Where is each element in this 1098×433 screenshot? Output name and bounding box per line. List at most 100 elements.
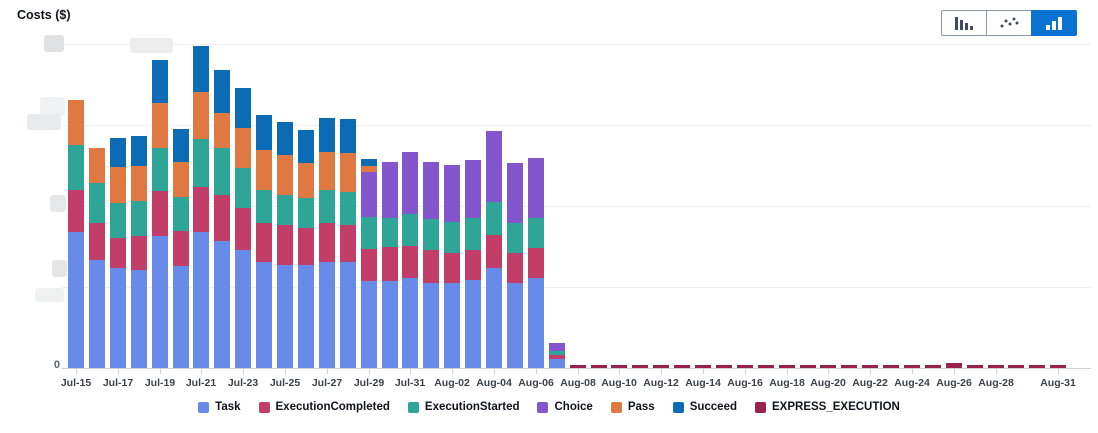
bar-segment-express_execution-aug-16[interactable] <box>737 365 753 368</box>
bar-segment-succeed-jul-19[interactable] <box>152 60 168 103</box>
bar-segment-succeed-jul-17[interactable] <box>110 138 126 167</box>
bar-segment-pass-jul-17[interactable] <box>110 167 126 203</box>
bar-segment-pass-jul-20[interactable] <box>173 162 189 197</box>
bar-segment-express_execution-aug-10[interactable] <box>611 365 627 368</box>
bar-segment-express_execution-aug-29[interactable] <box>1008 365 1024 368</box>
bar-segment-executioncompleted-jul-29[interactable] <box>361 249 377 281</box>
bar-segment-task-aug-03[interactable] <box>465 280 481 368</box>
bar-segment-executionstarted-jul-20[interactable] <box>173 197 189 231</box>
bar-segment-executionstarted-aug-03[interactable] <box>465 218 481 250</box>
bar-segment-choice-aug-07[interactable] <box>549 343 565 351</box>
bar-segment-task-aug-05[interactable] <box>507 283 523 368</box>
bar-segment-express_execution-aug-28[interactable] <box>988 365 1004 368</box>
bar-segment-task-jul-22[interactable] <box>214 241 230 368</box>
scatter-chart-view-button[interactable] <box>986 10 1032 36</box>
legend-item-express_execution[interactable]: EXPRESS_EXECUTION <box>755 401 900 413</box>
bar-segment-pass-jul-28[interactable] <box>340 153 356 192</box>
bar-segment-pass-jul-23[interactable] <box>235 128 251 168</box>
bar-segment-task-jul-30[interactable] <box>382 281 398 368</box>
bar-segment-task-jul-25[interactable] <box>277 265 293 368</box>
bar-segment-express_execution-aug-15[interactable] <box>716 365 732 368</box>
bar-segment-executionstarted-jul-16[interactable] <box>89 183 105 223</box>
bar-segment-executioncompleted-jul-17[interactable] <box>110 238 126 268</box>
bar-segment-succeed-jul-29[interactable] <box>361 159 377 166</box>
bar-segment-express_execution-aug-25[interactable] <box>925 365 941 368</box>
bar-segment-executioncompleted-aug-02[interactable] <box>444 253 460 283</box>
bar-segment-express_execution-aug-12[interactable] <box>653 365 669 368</box>
bar-segment-executioncompleted-aug-04[interactable] <box>486 235 502 268</box>
bar-segment-executionstarted-jul-17[interactable] <box>110 203 126 238</box>
bar-segment-executioncompleted-jul-28[interactable] <box>340 225 356 262</box>
bar-segment-choice-aug-05[interactable] <box>507 163 523 223</box>
bar-segment-task-jul-23[interactable] <box>235 250 251 368</box>
bar-segment-executionstarted-aug-07[interactable] <box>549 351 565 355</box>
bar-segment-task-jul-24[interactable] <box>256 262 272 368</box>
legend-item-pass[interactable]: Pass <box>610 401 655 413</box>
legend-item-choice[interactable]: Choice <box>537 401 593 413</box>
bar-segment-express_execution-aug-18[interactable] <box>779 365 795 368</box>
bar-segment-express_execution-aug-08[interactable] <box>570 365 586 368</box>
bar-segment-choice-aug-02[interactable] <box>444 165 460 222</box>
bar-segment-task-jul-19[interactable] <box>152 236 168 368</box>
bar-segment-executioncompleted-jul-30[interactable] <box>382 247 398 281</box>
legend-item-task[interactable]: Task <box>198 401 241 413</box>
legend-item-succeed[interactable]: Succeed <box>672 401 737 413</box>
bar-segment-choice-jul-30[interactable] <box>382 162 398 218</box>
bar-segment-executioncompleted-aug-05[interactable] <box>507 253 523 283</box>
bar-segment-express_execution-aug-19[interactable] <box>800 365 816 368</box>
bar-segment-executioncompleted-jul-15[interactable] <box>68 190 84 232</box>
bar-segment-executionstarted-aug-01[interactable] <box>423 219 439 250</box>
bar-segment-executionstarted-jul-19[interactable] <box>152 148 168 191</box>
bar-segment-succeed-jul-20[interactable] <box>173 129 189 162</box>
bar-segment-executionstarted-jul-22[interactable] <box>214 148 230 195</box>
bar-segment-succeed-jul-28[interactable] <box>340 119 356 153</box>
bar-segment-pass-jul-25[interactable] <box>277 155 293 195</box>
bar-segment-pass-jul-24[interactable] <box>256 150 272 190</box>
bar-segment-succeed-jul-18[interactable] <box>131 136 147 166</box>
bar-segment-choice-aug-01[interactable] <box>423 162 439 219</box>
bar-segment-pass-jul-22[interactable] <box>214 113 230 148</box>
bar-segment-executionstarted-jul-28[interactable] <box>340 192 356 225</box>
legend-item-executionstarted[interactable]: ExecutionStarted <box>407 401 519 413</box>
bar-segment-pass-jul-27[interactable] <box>319 152 335 190</box>
bar-segment-executioncompleted-jul-21[interactable] <box>193 187 209 232</box>
bar-segment-task-aug-02[interactable] <box>444 283 460 368</box>
bar-segment-executioncompleted-jul-24[interactable] <box>256 223 272 262</box>
bar-segment-executioncompleted-jul-18[interactable] <box>131 236 147 270</box>
bar-segment-executioncompleted-jul-26[interactable] <box>298 228 314 265</box>
bar-segment-task-jul-15[interactable] <box>68 232 84 368</box>
bar-segment-executionstarted-jul-31[interactable] <box>402 214 418 246</box>
bar-segment-succeed-jul-21[interactable] <box>193 46 209 92</box>
bar-segment-choice-jul-29[interactable] <box>361 172 377 217</box>
bar-segment-task-jul-27[interactable] <box>319 262 335 368</box>
bar-segment-pass-jul-21[interactable] <box>193 92 209 139</box>
bar-segment-express_execution-aug-24[interactable] <box>904 365 920 368</box>
bar-segment-executioncompleted-jul-25[interactable] <box>277 225 293 265</box>
bar-segment-express_execution-aug-20[interactable] <box>820 365 836 368</box>
bar-segment-express_execution-aug-31[interactable] <box>1050 365 1066 368</box>
bar-segment-express_execution-aug-27[interactable] <box>967 365 983 368</box>
bar-segment-pass-jul-26[interactable] <box>298 163 314 198</box>
bar-segment-express_execution-aug-30[interactable] <box>1029 365 1045 368</box>
bar-segment-express_execution-aug-13[interactable] <box>674 365 690 368</box>
bar-segment-executionstarted-jul-24[interactable] <box>256 190 272 223</box>
bar-segment-executioncompleted-aug-03[interactable] <box>465 250 481 280</box>
bar-segment-task-jul-17[interactable] <box>110 268 126 368</box>
bar-segment-executioncompleted-jul-31[interactable] <box>402 246 418 278</box>
bar-segment-succeed-jul-26[interactable] <box>298 130 314 163</box>
bar-segment-executioncompleted-aug-01[interactable] <box>423 250 439 283</box>
bar-segment-executioncompleted-jul-22[interactable] <box>214 195 230 241</box>
bar-segment-executionstarted-aug-02[interactable] <box>444 222 460 253</box>
bar-segment-succeed-jul-25[interactable] <box>277 122 293 155</box>
stacked-bar-chart-view-button[interactable] <box>1031 10 1077 36</box>
bar-segment-task-aug-04[interactable] <box>486 268 502 368</box>
bar-segment-succeed-jul-23[interactable] <box>235 88 251 128</box>
bar-segment-succeed-jul-24[interactable] <box>256 115 272 150</box>
bar-segment-executionstarted-aug-05[interactable] <box>507 223 523 253</box>
bar-segment-express_execution-aug-22[interactable] <box>862 365 878 368</box>
bar-segment-choice-aug-03[interactable] <box>465 160 481 218</box>
bar-segment-task-aug-07[interactable] <box>549 359 565 368</box>
bar-segment-executionstarted-jul-26[interactable] <box>298 198 314 228</box>
bar-segment-choice-aug-06[interactable] <box>528 158 544 218</box>
bar-segment-executionstarted-jul-21[interactable] <box>193 139 209 187</box>
